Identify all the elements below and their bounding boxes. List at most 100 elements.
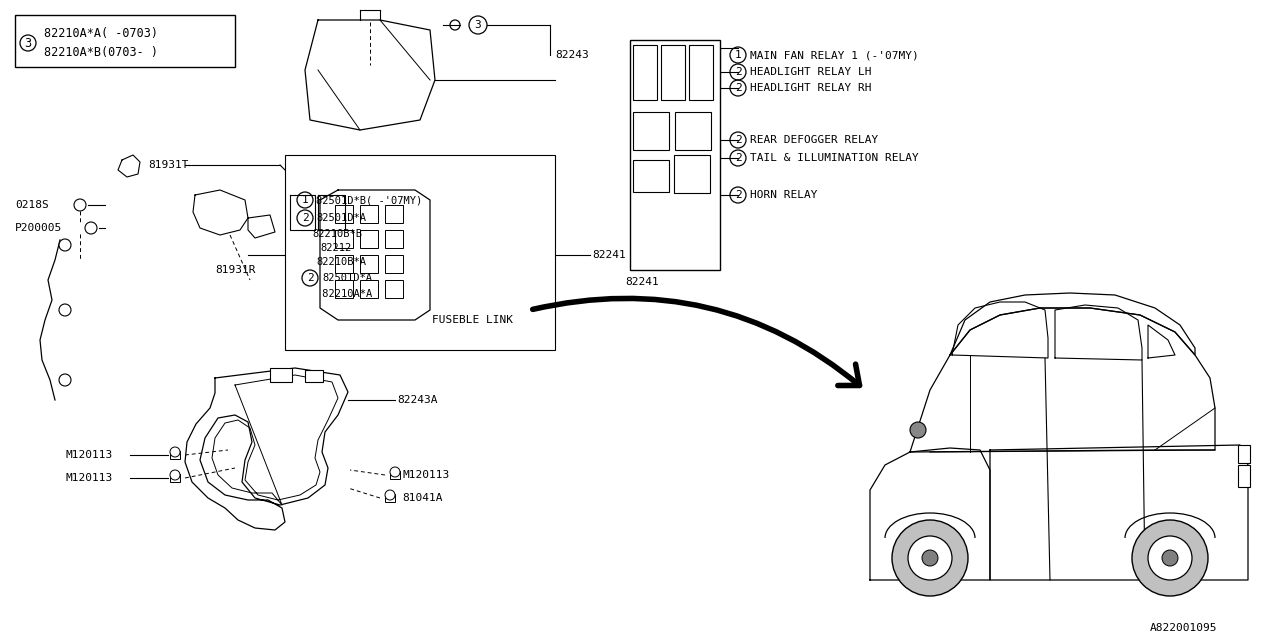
Bar bbox=[689, 45, 713, 100]
Circle shape bbox=[1148, 536, 1192, 580]
Bar bbox=[634, 45, 657, 100]
Circle shape bbox=[910, 422, 925, 438]
Circle shape bbox=[390, 467, 401, 477]
Polygon shape bbox=[317, 195, 346, 230]
Bar bbox=[675, 112, 710, 150]
Bar bbox=[385, 280, 403, 298]
Text: 2: 2 bbox=[735, 153, 741, 163]
Circle shape bbox=[170, 470, 180, 480]
Bar bbox=[305, 370, 323, 382]
Polygon shape bbox=[952, 302, 1048, 358]
Text: 81931T: 81931T bbox=[148, 160, 188, 170]
Polygon shape bbox=[291, 195, 315, 230]
Bar bbox=[170, 451, 180, 459]
Bar bbox=[335, 280, 353, 298]
Polygon shape bbox=[910, 308, 1215, 452]
Circle shape bbox=[59, 374, 70, 386]
Text: 1: 1 bbox=[302, 195, 308, 205]
Text: 82210A*A( -0703): 82210A*A( -0703) bbox=[44, 26, 157, 40]
Polygon shape bbox=[193, 190, 248, 235]
Circle shape bbox=[74, 199, 86, 211]
Text: 82210B*A: 82210B*A bbox=[316, 257, 366, 267]
Text: 1: 1 bbox=[735, 50, 741, 60]
Circle shape bbox=[908, 536, 952, 580]
Circle shape bbox=[59, 304, 70, 316]
Text: M120113: M120113 bbox=[65, 473, 113, 483]
Text: 82241: 82241 bbox=[625, 277, 659, 287]
Polygon shape bbox=[1148, 325, 1175, 358]
Text: 0218S: 0218S bbox=[15, 200, 49, 210]
Circle shape bbox=[1162, 550, 1178, 566]
Text: 82501D*A: 82501D*A bbox=[323, 273, 372, 283]
Text: 82501D*A: 82501D*A bbox=[316, 213, 366, 223]
Text: 82501D*B( -'07MY): 82501D*B( -'07MY) bbox=[316, 195, 422, 205]
Circle shape bbox=[922, 550, 938, 566]
Bar bbox=[285, 155, 556, 350]
Polygon shape bbox=[320, 190, 430, 320]
Text: FUSEBLE LINK: FUSEBLE LINK bbox=[433, 315, 513, 325]
Polygon shape bbox=[212, 375, 338, 505]
Bar bbox=[385, 255, 403, 273]
FancyArrowPatch shape bbox=[532, 298, 860, 385]
Text: MAIN FAN RELAY 1 (-'07MY): MAIN FAN RELAY 1 (-'07MY) bbox=[750, 50, 919, 60]
Bar bbox=[1238, 465, 1251, 487]
Polygon shape bbox=[118, 155, 140, 177]
Text: REAR DEFOGGER RELAY: REAR DEFOGGER RELAY bbox=[750, 135, 878, 145]
Bar bbox=[270, 368, 292, 382]
Text: 82243A: 82243A bbox=[397, 395, 438, 405]
Polygon shape bbox=[870, 448, 989, 580]
Bar bbox=[170, 474, 180, 482]
Text: 82210A*A: 82210A*A bbox=[316, 289, 372, 299]
Circle shape bbox=[170, 447, 180, 457]
Polygon shape bbox=[305, 20, 435, 130]
Text: 2: 2 bbox=[735, 67, 741, 77]
Text: 2: 2 bbox=[307, 273, 314, 283]
Bar bbox=[385, 230, 403, 248]
Bar bbox=[634, 112, 669, 150]
Bar bbox=[630, 40, 721, 270]
Bar bbox=[360, 205, 378, 223]
Polygon shape bbox=[1055, 305, 1142, 360]
Bar bbox=[385, 494, 396, 502]
Circle shape bbox=[59, 239, 70, 251]
Polygon shape bbox=[186, 368, 348, 530]
Circle shape bbox=[385, 490, 396, 500]
Bar bbox=[675, 155, 710, 193]
Polygon shape bbox=[248, 215, 275, 238]
Text: M120113: M120113 bbox=[65, 450, 113, 460]
Text: 82210B*B: 82210B*B bbox=[312, 229, 362, 239]
Bar bbox=[15, 15, 236, 67]
Bar bbox=[335, 230, 353, 248]
Text: 81041A: 81041A bbox=[402, 493, 443, 503]
Polygon shape bbox=[989, 445, 1248, 580]
Text: 82210A*B(0703- ): 82210A*B(0703- ) bbox=[44, 45, 157, 58]
Text: 82241: 82241 bbox=[593, 250, 626, 260]
Circle shape bbox=[1132, 520, 1208, 596]
Text: P200005: P200005 bbox=[15, 223, 63, 233]
Text: 2: 2 bbox=[302, 213, 308, 223]
Bar bbox=[385, 205, 403, 223]
Text: 82212: 82212 bbox=[320, 243, 351, 253]
Text: HEADLIGHT RELAY RH: HEADLIGHT RELAY RH bbox=[750, 83, 872, 93]
Circle shape bbox=[84, 222, 97, 234]
Text: HORN RELAY: HORN RELAY bbox=[750, 190, 818, 200]
Text: 3: 3 bbox=[475, 20, 481, 30]
Text: 82243: 82243 bbox=[556, 50, 589, 60]
Circle shape bbox=[892, 520, 968, 596]
Text: HEADLIGHT RELAY LH: HEADLIGHT RELAY LH bbox=[750, 67, 872, 77]
Text: 2: 2 bbox=[735, 83, 741, 93]
Text: 3: 3 bbox=[24, 36, 32, 49]
Bar bbox=[634, 160, 669, 192]
Bar bbox=[360, 230, 378, 248]
Text: 2: 2 bbox=[735, 190, 741, 200]
Text: M120113: M120113 bbox=[402, 470, 449, 480]
Text: 2: 2 bbox=[735, 135, 741, 145]
Bar bbox=[335, 255, 353, 273]
Text: 81931R: 81931R bbox=[215, 265, 256, 275]
Bar bbox=[660, 45, 685, 100]
Bar bbox=[390, 471, 401, 479]
Bar bbox=[360, 280, 378, 298]
Text: A822001095: A822001095 bbox=[1149, 623, 1217, 633]
Bar bbox=[360, 255, 378, 273]
Bar bbox=[1238, 445, 1251, 463]
